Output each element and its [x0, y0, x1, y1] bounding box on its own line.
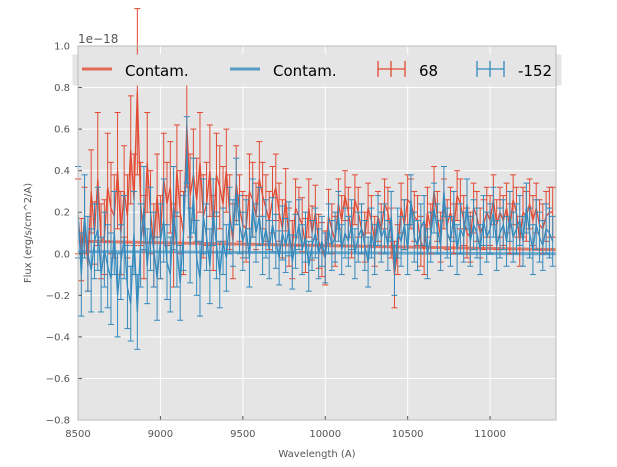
- y-tick-label: −0.4: [46, 332, 70, 343]
- y-tick-label: −0.6: [46, 374, 70, 385]
- y-axis: −0.8 −0.6 −0.4 −0.2 0.0 0.2 0.4 0.6 0.8 1.0: [46, 42, 82, 427]
- legend-label-contam-blue: Contam.: [273, 62, 337, 80]
- y-tick-label: 0.4: [54, 166, 70, 177]
- x-axis: 8500 9000 9500 10000 10500 11000: [65, 416, 506, 440]
- x-tick-label: 11000: [474, 429, 506, 440]
- legend-errorbar-68-icon: [377, 61, 406, 77]
- legend-errorbar-152-icon: [476, 61, 505, 77]
- y-tick-label: 0.6: [54, 125, 70, 136]
- series-line--152: [77, 149, 554, 313]
- x-tick-label: 8500: [65, 429, 90, 440]
- legend-label-152: -152: [518, 62, 552, 80]
- y-tick-label: 0.8: [54, 83, 70, 94]
- y-tick-label: −0.8: [46, 416, 70, 427]
- offset-label: 1e−18: [78, 32, 118, 46]
- x-tick-label: 10500: [392, 429, 424, 440]
- legend-label-contam-red: Contam.: [125, 62, 189, 80]
- plot-frame: [77, 45, 557, 421]
- y-axis-label: Flux (erg/s/cm^2/A): [23, 183, 34, 283]
- x-axis-label: Wavelength (A): [278, 449, 355, 460]
- y-tick-label: 0.0: [54, 249, 70, 260]
- legend: Contam. Contam. 68 -152: [72, 54, 562, 86]
- legend-label-68: 68: [419, 62, 438, 80]
- y-tick-label: −0.2: [46, 291, 70, 302]
- x-tick-label: 9500: [230, 429, 255, 440]
- x-tick-label: 10000: [309, 429, 341, 440]
- y-tick-label: 1.0: [54, 42, 70, 53]
- x-tick-label: 9000: [148, 429, 173, 440]
- contam-line-1: [77, 250, 557, 256]
- legend-box: [72, 54, 562, 86]
- series--152: [75, 116, 556, 350]
- y-tick-label: 0.2: [54, 208, 70, 219]
